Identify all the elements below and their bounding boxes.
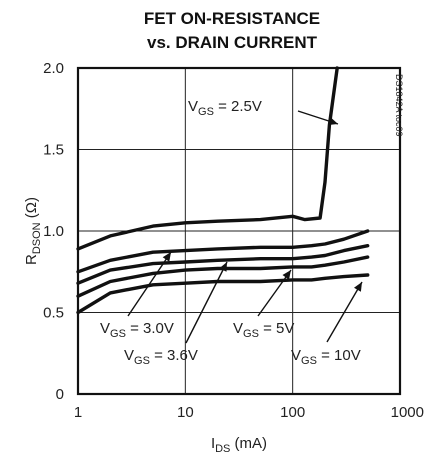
arrowhead-icon bbox=[219, 262, 227, 272]
x-axis-label: IDS (mA) bbox=[211, 435, 267, 455]
series-lines bbox=[76, 66, 370, 315]
arrowhead-icon bbox=[282, 270, 291, 280]
series-label-0: VGS = 2.5V bbox=[188, 98, 262, 118]
y-tick-label: 1.5 bbox=[43, 142, 64, 159]
x-axis-ticks: 1 10 100 1000 bbox=[74, 404, 424, 421]
series-label-4: VGS = 10V bbox=[291, 347, 361, 367]
series-label-2: VGS = 3.6V bbox=[124, 347, 198, 367]
series-arrow-1 bbox=[127, 251, 172, 317]
chart-title: FET ON-RESISTANCE vs. DRAIN CURRENT bbox=[144, 9, 320, 52]
arrowhead-icon bbox=[162, 252, 171, 262]
arrowhead-icon bbox=[354, 282, 362, 292]
series-line-0 bbox=[76, 66, 339, 251]
series-annotations: VGS = 2.5V VGS = 3.0V VGS = 3.6V VGS = 5V VG… bbox=[100, 98, 363, 367]
y-tick-label: 1.0 bbox=[43, 223, 64, 240]
series-arrow-4 bbox=[326, 281, 363, 343]
series-arrow-3 bbox=[257, 269, 292, 317]
y-tick-label: 0 bbox=[56, 386, 64, 403]
series-label-3: VGS = 5V bbox=[233, 320, 294, 340]
arrowhead-icon bbox=[328, 117, 338, 125]
y-axis-label: RDSON (Ω) bbox=[23, 197, 43, 265]
y-tick-label: 0.5 bbox=[43, 305, 64, 322]
x-tick-label: 10 bbox=[177, 404, 194, 421]
y-axis-ticks: 0 0.5 1.0 1.5 2.0 bbox=[43, 60, 64, 403]
series-line-2 bbox=[76, 244, 370, 285]
figure-code-label: DS1842A toc09 bbox=[394, 74, 404, 137]
series-line-4 bbox=[76, 273, 370, 315]
chart-title-line-2: vs. DRAIN CURRENT bbox=[147, 33, 318, 52]
plot-frame bbox=[76, 66, 402, 396]
series-line-1 bbox=[76, 229, 370, 274]
x-tick-label: 1 bbox=[74, 404, 82, 421]
x-tick-label: 1000 bbox=[391, 404, 424, 421]
x-tick-label: 100 bbox=[280, 404, 305, 421]
y-tick-label: 2.0 bbox=[43, 60, 64, 77]
chart-title-line-1: FET ON-RESISTANCE bbox=[144, 9, 320, 28]
series-label-1: VGS = 3.0V bbox=[100, 320, 174, 340]
series-line-3 bbox=[76, 255, 370, 298]
series-arrow-2 bbox=[185, 261, 228, 344]
